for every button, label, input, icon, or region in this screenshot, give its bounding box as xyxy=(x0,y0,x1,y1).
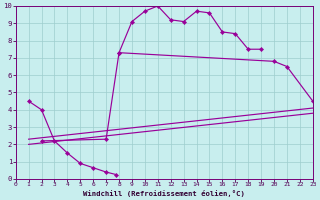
X-axis label: Windchill (Refroidissement éolien,°C): Windchill (Refroidissement éolien,°C) xyxy=(83,190,245,197)
